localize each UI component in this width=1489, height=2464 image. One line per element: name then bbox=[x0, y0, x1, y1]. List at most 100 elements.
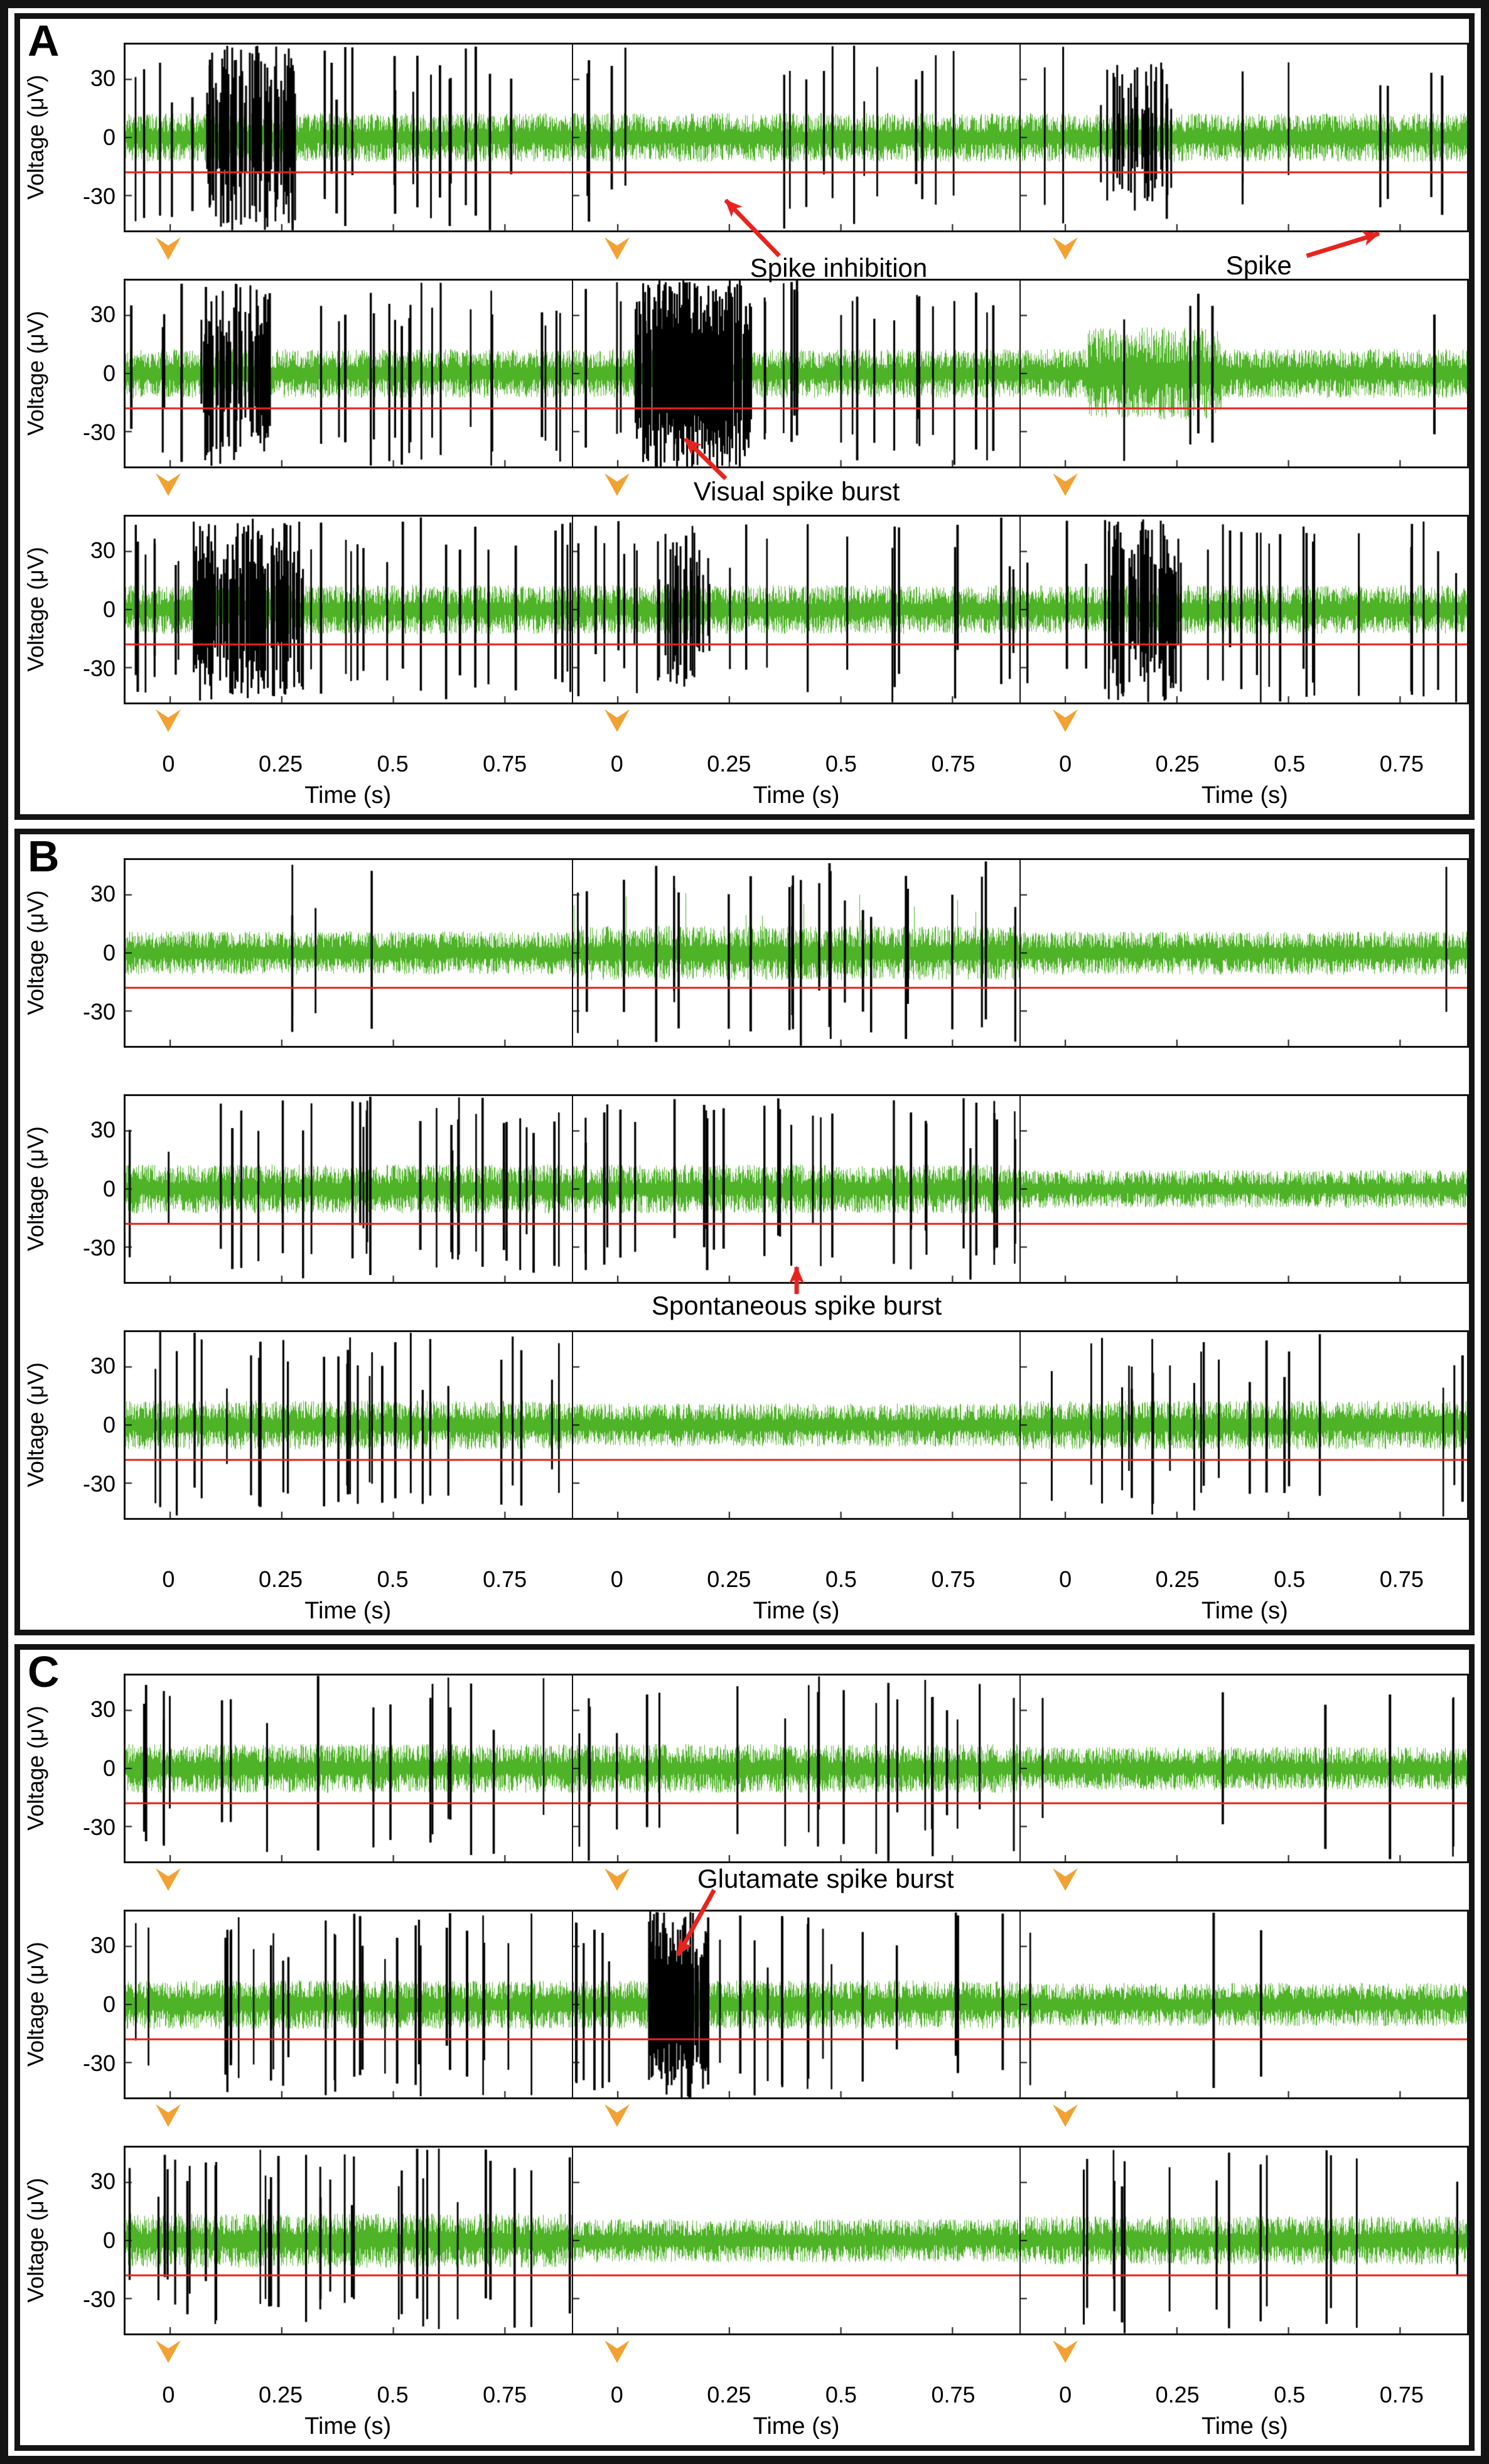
trace-canvas-a-r3c2 bbox=[572, 517, 1019, 702]
x-tick-cell: 0 0.25 0.5 0.75 bbox=[124, 751, 572, 780]
y-tick-label: 30 bbox=[90, 1352, 116, 1379]
stimulus-marker-cell bbox=[1021, 232, 1469, 279]
panel-a-body: Voltage (μV) 30 0 -30 Voltage (μV) 30 0 -30 Volt… bbox=[20, 19, 1469, 814]
stimulus-marker-strip bbox=[124, 2099, 1469, 2146]
stimulus-marker-strip bbox=[124, 1863, 1469, 1910]
y-tick-label: -30 bbox=[82, 999, 116, 1025]
y-tick-label: 30 bbox=[90, 880, 116, 907]
trace-canvas-b-r1c2 bbox=[572, 860, 1019, 1046]
x-tick-label: 0.25 bbox=[1155, 2382, 1200, 2408]
trace-grid-row bbox=[124, 1094, 1469, 1284]
panel-a: A Voltage (μV) 30 0 -30 Voltage (μV) 30 0 -30 Vo… bbox=[14, 13, 1475, 820]
x-tick-label: 0.75 bbox=[1379, 751, 1424, 777]
trace-canvas-a-r3c3 bbox=[1019, 517, 1467, 702]
stimulus-marker-icon bbox=[603, 1867, 632, 1893]
plot-row: Voltage (μV) 30 0 -30 bbox=[20, 1674, 1469, 1863]
x-tick-label: 0.25 bbox=[1155, 1566, 1200, 1592]
y-tick-label: -30 bbox=[82, 419, 116, 446]
x-tick-cell: 0 0.25 0.5 0.75 bbox=[124, 1566, 572, 1595]
x-tick-cell: 0 0.25 0.5 0.75 bbox=[1021, 1566, 1469, 1595]
y-tick-label: 30 bbox=[90, 1932, 116, 1958]
x-tick-label: 0.5 bbox=[377, 2382, 409, 2408]
stimulus-marker-icon bbox=[603, 708, 632, 734]
stimulus-marker-icon bbox=[154, 2103, 183, 2129]
stimulus-marker-cell bbox=[572, 1520, 1020, 1566]
x-tick-cell: 0 0.25 0.5 0.75 bbox=[572, 1566, 1020, 1595]
stimulus-marker-icon bbox=[1051, 2339, 1080, 2365]
trace-canvas-b-r3c1 bbox=[126, 1332, 572, 1518]
y-tick-label: 30 bbox=[90, 1116, 116, 1143]
stimulus-marker-icon bbox=[1051, 2103, 1080, 2129]
y-axis-ticks: 30 0 -30 bbox=[51, 43, 121, 232]
x-tick-label: 0.75 bbox=[1379, 1566, 1424, 1592]
plot-row: Voltage (μV) 30 0 -30 bbox=[20, 43, 1469, 232]
trace-canvas-c-r2c1 bbox=[126, 1912, 572, 2097]
stimulus-marker-cell bbox=[1021, 468, 1469, 515]
y-tick-label: -30 bbox=[82, 1235, 116, 1261]
x-axis-labels: Time (s) Time (s) Time (s) bbox=[124, 780, 1469, 812]
trace-canvas-c-r1c1 bbox=[126, 1676, 572, 1861]
trace-canvas-b-r2c3 bbox=[1019, 1096, 1467, 1282]
trace-canvas-a-r2c3 bbox=[1019, 281, 1467, 466]
y-axis-ticks: 30 0 -30 bbox=[51, 2146, 121, 2335]
x-tick-label: 0.75 bbox=[483, 2382, 527, 2408]
trace-canvas-c-r2c3 bbox=[1019, 1912, 1467, 2097]
trace-grid-row bbox=[124, 279, 1469, 468]
y-tick-label: 0 bbox=[102, 360, 116, 386]
x-tick-cell: 0 0.25 0.5 0.75 bbox=[124, 2382, 572, 2411]
panel-c: C Voltage (μV) 30 0 -30 Voltage (μV) 30 0 -30 Vo… bbox=[14, 1644, 1475, 2451]
y-axis-ticks: 30 0 -30 bbox=[51, 515, 121, 704]
stimulus-marker-cell bbox=[124, 2099, 572, 2146]
trace-canvas-c-r1c2 bbox=[572, 1676, 1019, 1861]
stimulus-marker-icon bbox=[603, 472, 632, 498]
x-tick-label: 0.25 bbox=[707, 2382, 751, 2408]
trace-canvas-a-r1c3 bbox=[1019, 45, 1467, 230]
stimulus-marker-cell bbox=[124, 2335, 572, 2382]
x-axis-ticks: 0 0.25 0.5 0.75 0 0.25 0.5 0.75 0 0.25 0.5 0.75 bbox=[124, 2382, 1469, 2411]
x-tick-label: 0 bbox=[162, 751, 175, 777]
y-tick-label: -30 bbox=[82, 2050, 116, 2077]
trace-canvas-a-r1c1 bbox=[126, 45, 572, 230]
trace-canvas-a-r1c2 bbox=[572, 45, 1019, 230]
stimulus-marker-icon bbox=[154, 236, 183, 262]
x-axis-label: Time (s) bbox=[753, 782, 840, 809]
stimulus-marker-cell bbox=[1021, 1284, 1469, 1330]
x-tick-label: 0.5 bbox=[377, 1566, 409, 1592]
y-tick-label: 0 bbox=[102, 2227, 116, 2253]
trace-canvas-b-r3c2 bbox=[572, 1332, 1019, 1518]
y-tick-label: -30 bbox=[82, 1814, 116, 1841]
x-tick-label: 0 bbox=[1059, 751, 1072, 777]
x-axis-label: Time (s) bbox=[304, 2413, 392, 2440]
x-axis-labels: Time (s) Time (s) Time (s) bbox=[124, 2411, 1469, 2443]
stimulus-marker-cell bbox=[572, 704, 1020, 751]
x-tick-label: 0.5 bbox=[1274, 1566, 1306, 1592]
x-tick-label: 0.75 bbox=[931, 1566, 976, 1592]
stimulus-marker-cell bbox=[572, 232, 1020, 279]
y-tick-label: -30 bbox=[82, 1471, 116, 1497]
y-axis-ticks: 30 0 -30 bbox=[51, 1910, 121, 2099]
x-tick-label: 0.5 bbox=[825, 751, 857, 777]
trace-grid-row bbox=[124, 515, 1469, 704]
stimulus-marker-cell bbox=[572, 2099, 1020, 2146]
x-tick-label: 0.75 bbox=[931, 2382, 976, 2408]
stimulus-marker-cell bbox=[1021, 2099, 1469, 2146]
x-axis-labels: Time (s) Time (s) Time (s) bbox=[124, 1595, 1469, 1628]
trace-canvas-b-r1c1 bbox=[126, 860, 572, 1046]
y-axis-ticks: 30 0 -30 bbox=[51, 858, 121, 1048]
y-tick-label: 0 bbox=[102, 940, 116, 966]
stimulus-marker-strip bbox=[124, 232, 1469, 279]
x-tick-label: 0.25 bbox=[258, 751, 303, 777]
stimulus-marker-icon bbox=[154, 1867, 183, 1893]
stimulus-marker-cell bbox=[572, 1863, 1020, 1910]
stimulus-marker-strip bbox=[124, 2335, 1469, 2382]
x-axis-label: Time (s) bbox=[304, 1598, 392, 1624]
x-tick-label: 0.25 bbox=[707, 1566, 751, 1592]
y-tick-label: -30 bbox=[82, 2286, 116, 2313]
y-tick-label: 0 bbox=[102, 1412, 116, 1438]
y-tick-label: 30 bbox=[90, 537, 116, 563]
trace-canvas-a-r2c1 bbox=[126, 281, 572, 466]
plot-row: Voltage (μV) 30 0 -30 bbox=[20, 1330, 1469, 1520]
trace-canvas-c-r3c2 bbox=[572, 2148, 1019, 2333]
x-tick-label: 0 bbox=[1059, 2382, 1072, 2408]
x-tick-label: 0.25 bbox=[1155, 751, 1200, 777]
